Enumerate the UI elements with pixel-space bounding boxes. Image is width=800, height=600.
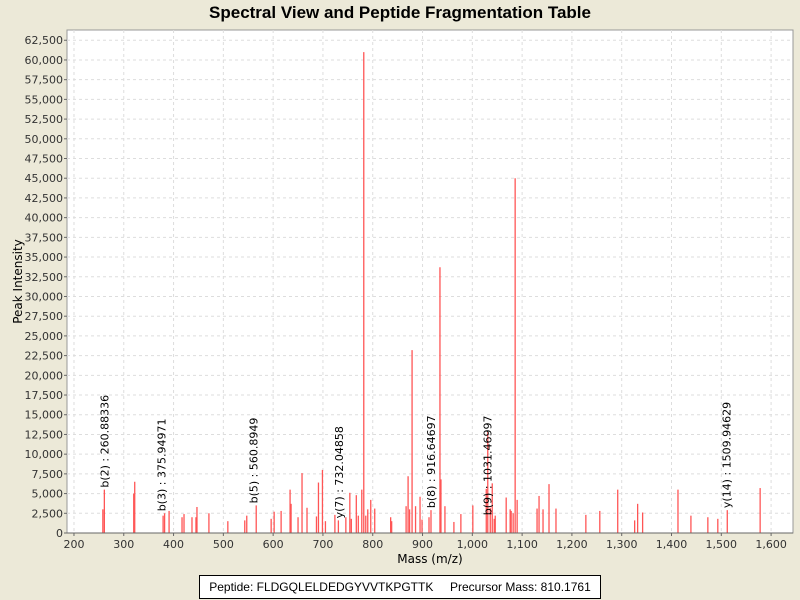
x-tick-label: 1,100 — [506, 538, 538, 551]
x-tick-label: 1,200 — [556, 538, 588, 551]
y-tick-label: 50,000 — [25, 133, 64, 146]
peak-annotation: y(7) : 732.04858 — [333, 426, 346, 518]
x-tick-label: 900 — [412, 538, 433, 551]
peak-annotation: b(5) : 560.8949 — [248, 418, 261, 504]
chart-title: Spectral View and Peptide Fragmentation … — [209, 3, 591, 22]
y-tick-label: 22,500 — [25, 350, 64, 363]
legend: Peptide: FLDGQLELDEDGYVVTKPGTTK Precurso… — [199, 575, 601, 599]
y-tick-label: 37,500 — [25, 231, 64, 244]
y-tick-label: 12,500 — [25, 428, 64, 441]
x-tick-label: 400 — [163, 538, 184, 551]
y-tick-label: 25,000 — [25, 330, 64, 343]
y-tick-label: 52,500 — [25, 113, 64, 126]
peak-annotation: b(8) : 916.64697 — [425, 415, 438, 508]
y-tick-label: 7,500 — [32, 468, 64, 481]
x-tick-label: 1,000 — [457, 538, 489, 551]
y-tick-label: 10,000 — [25, 448, 64, 461]
y-tick-label: 32,500 — [25, 271, 64, 284]
x-tick-label: 300 — [113, 538, 134, 551]
x-tick-label: 700 — [312, 538, 333, 551]
x-tick-label: 500 — [213, 538, 234, 551]
x-tick-label: 800 — [362, 538, 383, 551]
y-tick-label: 47,500 — [25, 153, 64, 166]
y-tick-label: 55,000 — [25, 93, 64, 106]
peak-annotation: b(2) : 260.88336 — [98, 395, 111, 488]
y-tick-label: 45,000 — [25, 172, 64, 185]
x-tick-label: 1,500 — [706, 538, 738, 551]
y-tick-label: 20,000 — [25, 369, 64, 382]
spectrum-chart: 0 2,500 5,000 7,500 10,000 12,500 15,000 17,500… — [11, 29, 794, 566]
legend-peptide: Peptide: FLDGQLELDEDGYVVTKPGTTK — [209, 580, 434, 594]
y-tick-label: 57,500 — [25, 74, 64, 87]
y-tick-label: 17,500 — [25, 389, 64, 402]
x-tick-label: 200 — [63, 538, 84, 551]
y-tick-label: 15,000 — [25, 409, 64, 422]
y-tick-label: 27,500 — [25, 310, 64, 323]
y-tick-label: 42,500 — [25, 192, 64, 205]
y-tick-label: 35,000 — [25, 251, 64, 264]
legend-precursor: Precursor Mass: 810.1761 — [450, 580, 591, 594]
y-axis-label: Peak Intensity — [11, 239, 25, 324]
y-tick-label: 62,500 — [25, 34, 64, 47]
y-tick-label: 30,000 — [25, 290, 64, 303]
y-tick-label: 40,000 — [25, 212, 64, 225]
peak-annotation: y(14) : 1509.94629 — [720, 402, 733, 508]
y-tick-label: 0 — [56, 527, 63, 540]
y-tick-label: 60,000 — [25, 54, 64, 67]
x-tick-label: 1,300 — [606, 538, 638, 551]
x-tick-label: 1,400 — [656, 538, 688, 551]
peak-annotation: b(3) : 375.94971 — [156, 419, 169, 512]
y-tick-label: 5,000 — [32, 488, 64, 501]
x-tick-label: 1,600 — [755, 538, 787, 551]
peak-annotation: b(9) : 1031.46997 — [482, 415, 495, 515]
x-tick-label: 600 — [263, 538, 284, 551]
plot-area — [66, 29, 794, 534]
x-axis-label: Mass (m/z) — [397, 552, 462, 566]
y-tick-label: 2,500 — [32, 507, 64, 520]
